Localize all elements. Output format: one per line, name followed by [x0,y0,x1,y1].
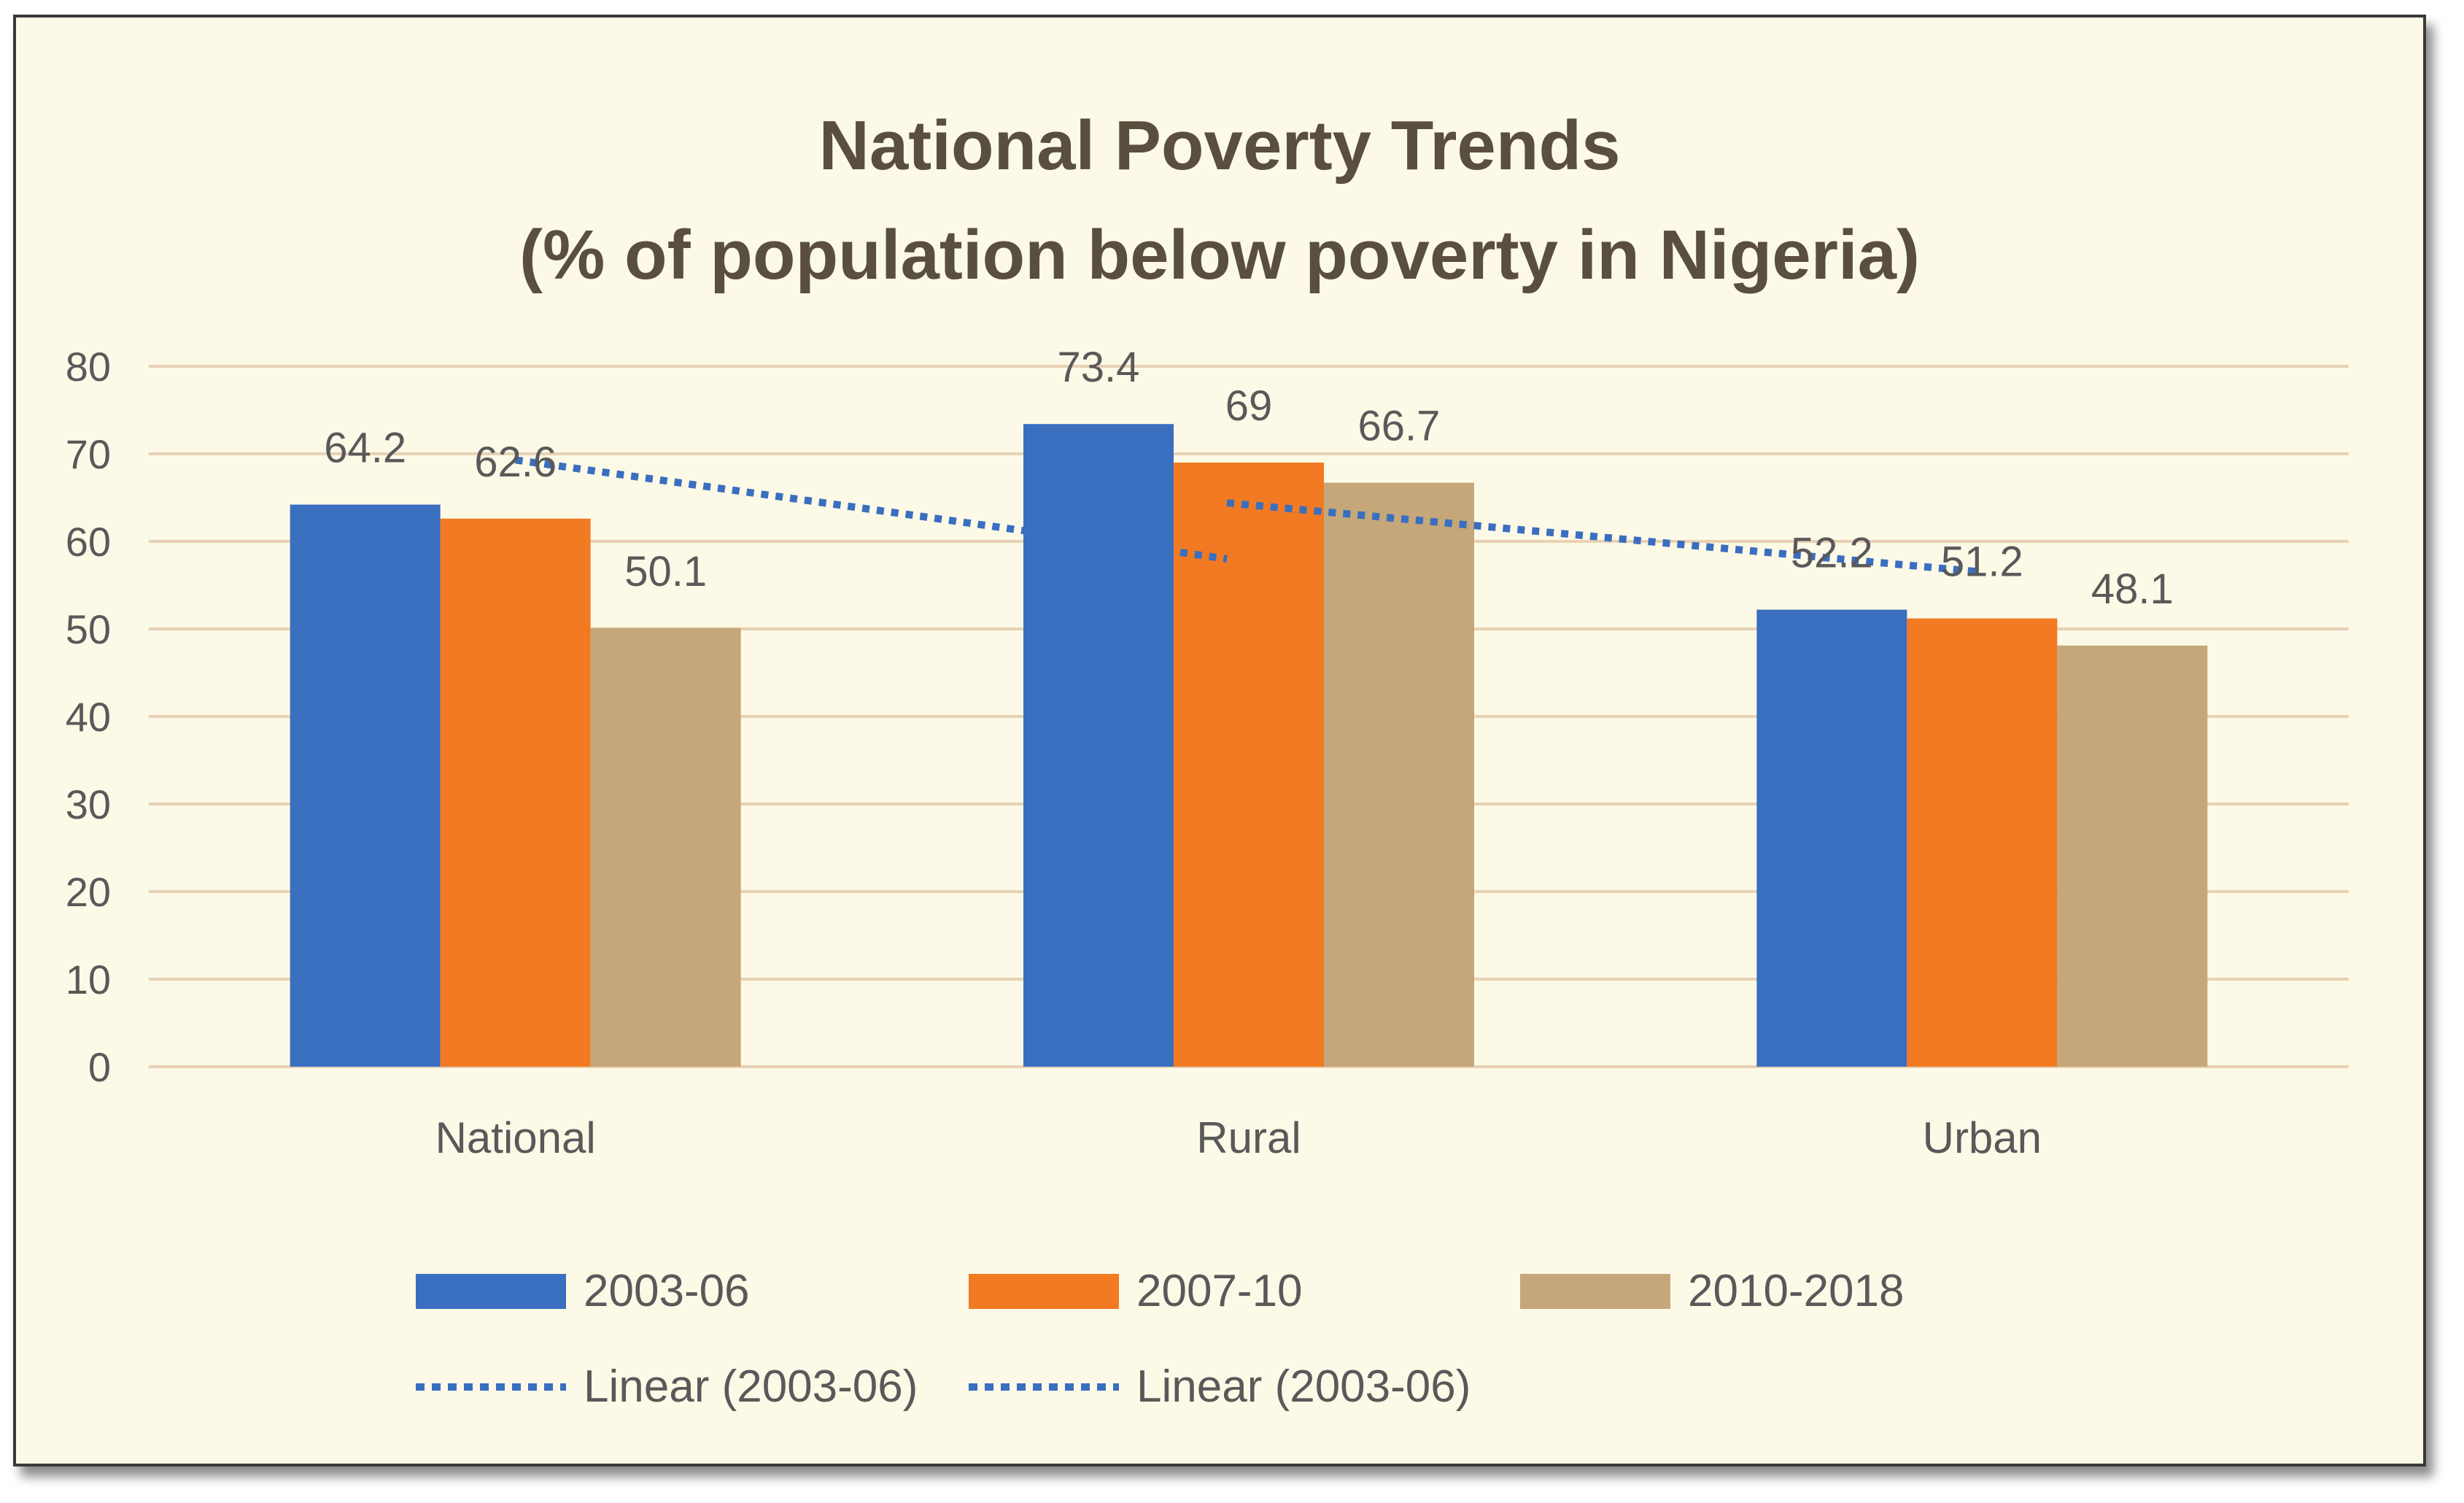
trendlines [514,456,1983,576]
bar-2003-06-Urban [1756,609,1907,1067]
trendline [1226,499,1983,576]
legend-label: Linear (2003-06) [584,1361,918,1412]
legend-label: 2010-2018 [1688,1266,1905,1316]
y-tick-label: 10 [66,957,111,1002]
data-label: 69 [1225,382,1273,430]
x-axis-categories: National Rural Urban [435,1113,2042,1162]
data-label: 48.1 [2091,565,2174,613]
bar-2010-2018-Urban [2057,645,2208,1067]
chart-title: National Poverty Trends [819,107,1621,185]
legend-label: Linear (2003-06) [1136,1361,1471,1412]
y-tick-label: 0 [88,1044,111,1090]
bar-2010-2018-National [590,627,741,1067]
bar-2007-10-Urban [1907,618,2058,1067]
y-tick-label: 40 [66,694,111,740]
chart-svg: National Poverty Trends (% of population… [66,107,2349,1412]
bars [290,424,2208,1067]
trendline [514,456,1228,563]
bar-2007-10-National [440,518,591,1067]
chart-frame: National Poverty Trends (% of population… [13,15,2426,1467]
legend-swatch [1520,1274,1670,1309]
bar-2003-06-Rural [1023,424,1174,1067]
data-label: 52.2 [1791,530,1873,577]
legend-label: 2003-06 [584,1266,750,1316]
legend-swatch [416,1274,566,1309]
data-label: 50.1 [624,548,707,595]
data-label: 73.4 [1058,344,1140,391]
y-tick-label: 70 [66,431,111,477]
data-labels: 64.2 62.6 50.1 73.4 69 66.7 52.2 51.2 48.1 [324,344,2174,613]
legend-swatch [969,1274,1119,1309]
category-label: National [435,1113,596,1162]
y-tick-label: 20 [66,869,111,915]
bar-2007-10-Rural [1174,463,1324,1067]
y-tick-label: 30 [66,781,111,827]
data-label: 51.2 [1941,538,2023,586]
y-axis-ticks: 0 10 20 30 40 50 60 70 80 [66,344,111,1090]
bar-2010-2018-Rural [1324,482,1474,1067]
chart-subtitle: (% of population below poverty in Nigeri… [519,216,1920,294]
y-tick-label: 60 [66,519,111,565]
category-label: Urban [1923,1113,2042,1162]
legend-label: 2007-10 [1136,1266,1303,1316]
y-tick-label: 50 [66,606,111,652]
bar-2003-06-National [290,504,441,1067]
legend: 2003-06 2007-10 2010-2018 Linear (2003-06) L… [416,1266,1905,1412]
data-label: 64.2 [324,425,406,472]
data-label: 66.7 [1358,403,1441,450]
y-tick-label: 80 [66,344,111,390]
category-label: Rural [1196,1113,1301,1162]
data-label: 62.6 [474,438,557,486]
